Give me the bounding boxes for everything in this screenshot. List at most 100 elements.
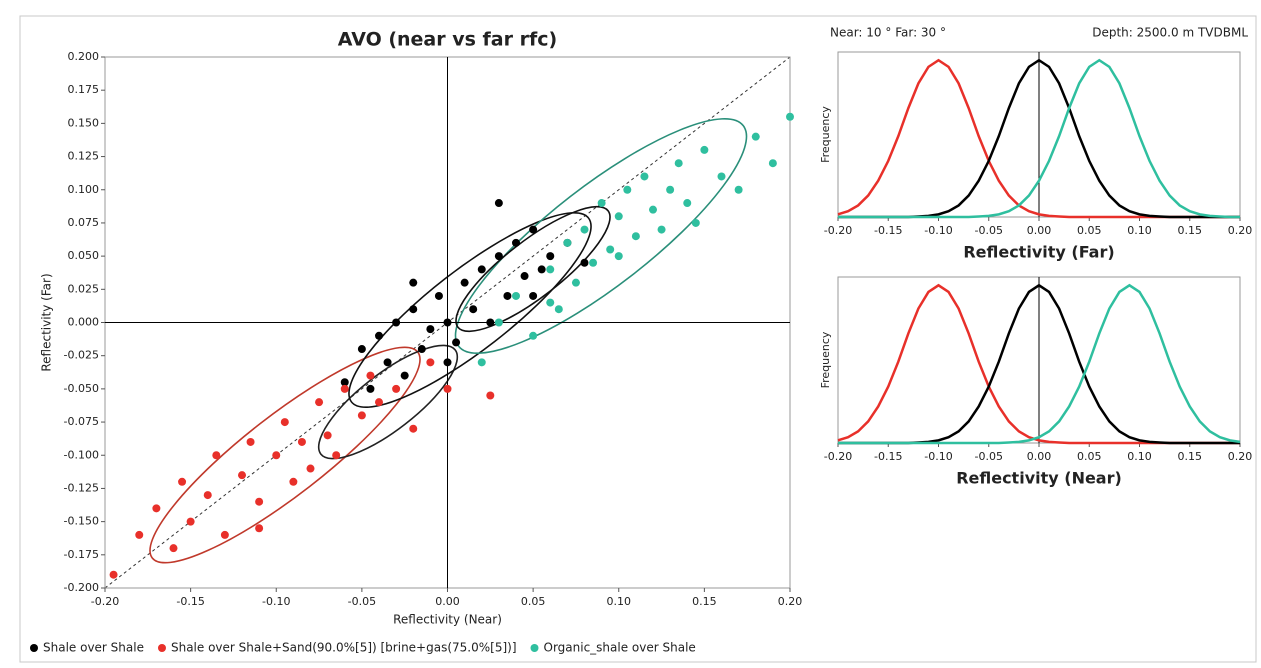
y-tick-label: 0.150 bbox=[68, 116, 100, 129]
point bbox=[494, 199, 503, 208]
y-tick-label: -0.050 bbox=[64, 382, 99, 395]
point bbox=[135, 530, 144, 539]
legend-label: Shale over Shale+Sand(90.0%[5]) [brine+g… bbox=[171, 641, 517, 655]
x-tick-label: -0.10 bbox=[924, 224, 952, 237]
point bbox=[512, 291, 520, 300]
point bbox=[323, 431, 332, 440]
point bbox=[546, 265, 555, 274]
point bbox=[366, 371, 375, 380]
x-axis-title: Reflectivity (Near) bbox=[956, 469, 1122, 488]
x-tick-label: -0.15 bbox=[874, 450, 902, 463]
x-axis-title: Reflectivity (Far) bbox=[963, 243, 1114, 262]
point bbox=[315, 398, 324, 407]
point bbox=[614, 252, 623, 261]
point bbox=[546, 298, 555, 307]
point bbox=[571, 278, 580, 287]
y-tick-label: 0.050 bbox=[68, 249, 100, 262]
point bbox=[332, 451, 341, 460]
point bbox=[255, 497, 264, 506]
legend-label: Organic_shale over Shale bbox=[544, 641, 696, 655]
point bbox=[691, 218, 700, 227]
point bbox=[512, 238, 520, 247]
point bbox=[520, 272, 529, 281]
chart-title: AVO (near vs far rfc) bbox=[338, 29, 557, 51]
x-tick-label: 0.05 bbox=[521, 595, 546, 608]
inner-ellipse bbox=[317, 344, 459, 460]
point bbox=[255, 524, 264, 533]
legend-marker bbox=[157, 644, 166, 652]
legend-marker bbox=[30, 644, 38, 652]
x-tick-label: 0.10 bbox=[1127, 224, 1152, 237]
point bbox=[486, 318, 495, 327]
point bbox=[340, 384, 349, 393]
x-tick-label: 0.10 bbox=[1127, 450, 1152, 463]
point bbox=[409, 278, 418, 287]
teal-ellipse bbox=[454, 118, 748, 354]
y-axis-title: Frequency bbox=[819, 331, 832, 388]
point bbox=[392, 384, 401, 393]
point bbox=[649, 205, 657, 214]
point bbox=[683, 199, 692, 208]
point bbox=[589, 258, 598, 267]
point bbox=[657, 225, 666, 234]
point bbox=[306, 464, 315, 473]
x-tick-label: 0.00 bbox=[435, 595, 460, 608]
point bbox=[246, 437, 255, 446]
y-tick-label: 0.200 bbox=[68, 50, 100, 63]
point bbox=[786, 112, 794, 121]
point bbox=[220, 530, 229, 539]
point bbox=[537, 265, 546, 274]
y-tick-label: 0.175 bbox=[68, 83, 100, 96]
teal-inner-ellipse bbox=[455, 205, 611, 333]
x-tick-label: -0.20 bbox=[824, 224, 852, 237]
x-tick-label: 0.00 bbox=[1027, 450, 1052, 463]
y-tick-label: 0.075 bbox=[68, 216, 100, 229]
x-tick-label: -0.05 bbox=[348, 595, 376, 608]
point bbox=[443, 384, 452, 393]
y-axis-title: Reflectivity (Far) bbox=[40, 273, 54, 371]
point bbox=[494, 252, 503, 261]
point bbox=[443, 358, 452, 367]
point bbox=[357, 345, 366, 354]
x-tick-label: 0.05 bbox=[1077, 224, 1102, 237]
point bbox=[178, 477, 187, 486]
point bbox=[563, 238, 572, 247]
x-tick-label: -0.05 bbox=[975, 224, 1003, 237]
point bbox=[529, 331, 538, 340]
point bbox=[272, 451, 281, 460]
legend-marker bbox=[530, 644, 539, 652]
point bbox=[383, 358, 392, 367]
point bbox=[477, 358, 486, 367]
point bbox=[392, 318, 401, 327]
x-tick-label: 0.10 bbox=[607, 595, 632, 608]
point bbox=[375, 331, 383, 340]
depth-label: Depth: 2500.0 m TVDBML bbox=[1092, 26, 1248, 40]
point bbox=[443, 318, 452, 327]
point bbox=[700, 145, 709, 154]
y-tick-label: -0.175 bbox=[64, 548, 99, 561]
y-tick-label: -0.200 bbox=[64, 581, 99, 594]
point bbox=[186, 517, 195, 526]
point bbox=[674, 159, 683, 168]
point bbox=[375, 398, 383, 407]
point bbox=[289, 477, 298, 486]
y-tick-label: 0.125 bbox=[68, 150, 100, 163]
x-tick-label: -0.20 bbox=[91, 595, 119, 608]
point bbox=[434, 291, 443, 300]
panel-frame bbox=[19, 15, 1257, 663]
x-tick-label: -0.15 bbox=[874, 224, 902, 237]
x-tick-label: 0.00 bbox=[1027, 224, 1052, 237]
point bbox=[529, 291, 538, 300]
y-axis-title: Frequency bbox=[819, 106, 832, 163]
point bbox=[340, 378, 349, 387]
point bbox=[212, 451, 221, 460]
point bbox=[238, 471, 246, 480]
point bbox=[640, 172, 649, 181]
point bbox=[503, 291, 512, 300]
point bbox=[477, 265, 486, 274]
point bbox=[717, 172, 726, 181]
point bbox=[409, 424, 418, 433]
x-tick-label: 0.15 bbox=[692, 595, 717, 608]
